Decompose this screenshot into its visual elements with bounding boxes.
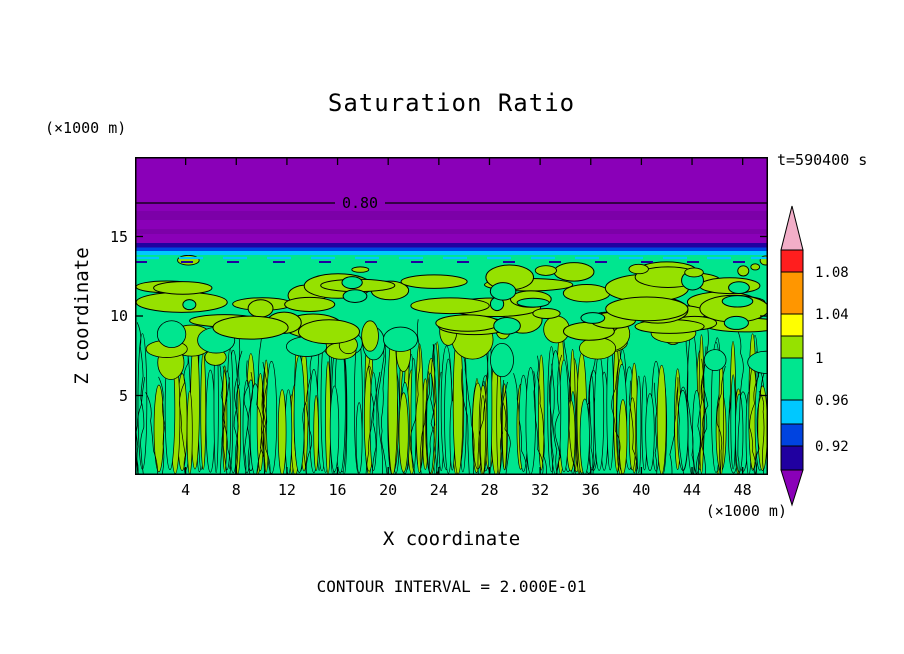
x-tick-labels: 4 8 12 16 20 24 28 32 36 40 44 48 bbox=[135, 481, 768, 499]
colorbar-segment bbox=[780, 271, 804, 315]
cyan-band bbox=[135, 251, 768, 255]
colorbar-label: 1 bbox=[815, 351, 823, 367]
subsaturated-layer bbox=[135, 157, 768, 263]
x-tick-label: 28 bbox=[480, 481, 499, 499]
x-axis-units: (×1000 m) bbox=[705, 502, 787, 520]
colorbar-under-arrow bbox=[780, 469, 804, 507]
navy-band bbox=[135, 243, 768, 248]
blue-band bbox=[135, 247, 768, 251]
x-tick-label: 4 bbox=[181, 481, 191, 499]
x-tick-label: 36 bbox=[581, 481, 600, 499]
contour-plot: 0.80 bbox=[135, 157, 768, 475]
chart-title: Saturation Ratio bbox=[327, 89, 576, 117]
contour-label: 0.80 bbox=[342, 194, 378, 212]
x-tick-label: 40 bbox=[632, 481, 651, 499]
colorbar-segment bbox=[780, 335, 804, 359]
colorbar-label: 0.96 bbox=[815, 393, 849, 409]
x-tick-label: 44 bbox=[683, 481, 702, 499]
colorbar-segment bbox=[780, 357, 804, 401]
y-tick-labels: 5 10 15 bbox=[98, 157, 130, 475]
colorbar-segment bbox=[780, 445, 804, 471]
contour-080: 0.80 bbox=[135, 194, 768, 212]
y-tick-label: 5 bbox=[118, 386, 128, 405]
y-tick-label: 10 bbox=[109, 307, 128, 325]
contour-interval-note: CONTOUR INTERVAL = 2.000E-01 bbox=[316, 577, 587, 596]
colorbar-segment bbox=[780, 313, 804, 337]
x-tick-label: 32 bbox=[531, 481, 550, 499]
saturation-field bbox=[135, 157, 768, 475]
colorbar-label: 1.04 bbox=[815, 307, 849, 323]
x-tick-label: 48 bbox=[733, 481, 752, 499]
colorbar-label: 1.08 bbox=[815, 265, 849, 281]
cell-blobs bbox=[135, 254, 768, 345]
x-axis-title: X coordinate bbox=[382, 528, 521, 550]
colorbar-segment bbox=[780, 399, 804, 425]
x-tick-label: 20 bbox=[379, 481, 398, 499]
time-annotation: t=590400 s bbox=[777, 151, 868, 169]
plot-border bbox=[135, 157, 768, 475]
colorbar-label: 0.92 bbox=[815, 439, 849, 455]
colorbar: 1.08 1.04 1 0.96 0.92 bbox=[780, 205, 849, 507]
y-axis-units: (×1000 m) bbox=[45, 119, 127, 137]
colorbar-segment bbox=[780, 423, 804, 447]
y-axis-title: Z coordinate bbox=[71, 247, 93, 385]
x-tick-label: 24 bbox=[429, 481, 448, 499]
x-tick-label: 12 bbox=[277, 481, 296, 499]
y-tick-label: 15 bbox=[109, 227, 128, 246]
x-tick-label: 8 bbox=[231, 481, 241, 499]
colorbar-over-arrow bbox=[780, 205, 804, 251]
x-tick-label: 16 bbox=[328, 481, 347, 499]
colorbar-segment bbox=[780, 249, 804, 273]
